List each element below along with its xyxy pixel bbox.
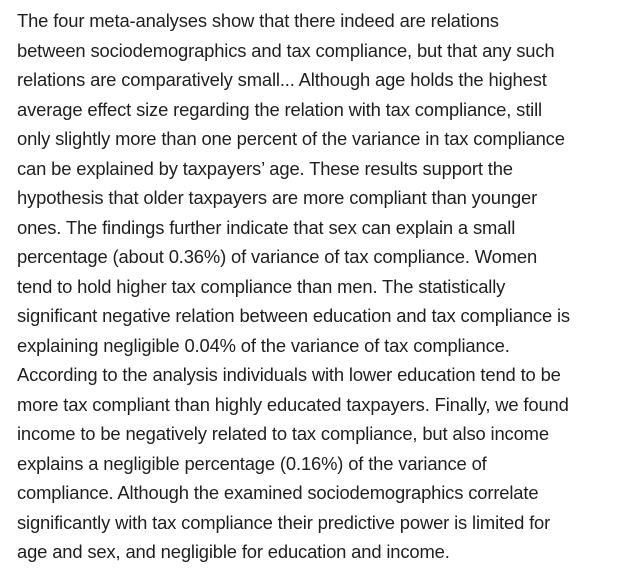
paragraph-line: relations are comparatively small... Alt… <box>17 69 547 90</box>
paragraph-line: age and sex, and negligible for educatio… <box>17 541 450 562</box>
paragraph-line: The four meta-analyses show that there i… <box>17 10 499 31</box>
paragraph-line: significantly with tax compliance their … <box>17 511 551 533</box>
paragraph-line: ones. The findings further indicate that… <box>17 216 516 238</box>
paragraph-line: tend to hold higher tax compliance than … <box>17 275 506 297</box>
paragraph-line: According to the analysis individuals wi… <box>17 364 561 385</box>
paragraph-line: compliance. Although the examined sociod… <box>17 482 539 503</box>
quote-paragraph: The four meta-analyses show that there i… <box>17 6 626 567</box>
paragraph-line: can be explained by taxpayers’ age. Thes… <box>17 157 513 179</box>
paragraph-line: explains a negligible percentage (0.16%)… <box>17 452 487 474</box>
paragraph-line: explaining negligible 0.04% of the varia… <box>17 334 510 356</box>
paragraph-line: only slightly more than one percent of t… <box>17 128 565 149</box>
paragraph-line: between sociodemographics and tax compli… <box>17 39 555 61</box>
paragraph-line: average effect size regarding the relati… <box>17 98 542 120</box>
paragraph-line: hypothesis that older taxpayers are more… <box>17 187 538 208</box>
paragraph-line: more tax compliant than highly educated … <box>17 393 569 415</box>
paragraph-line: significant negative relation between ed… <box>17 305 570 326</box>
paragraph-line: income to be negatively related to tax c… <box>17 423 549 444</box>
paragraph-line: percentage (about 0.36%) of variance of … <box>17 246 538 267</box>
